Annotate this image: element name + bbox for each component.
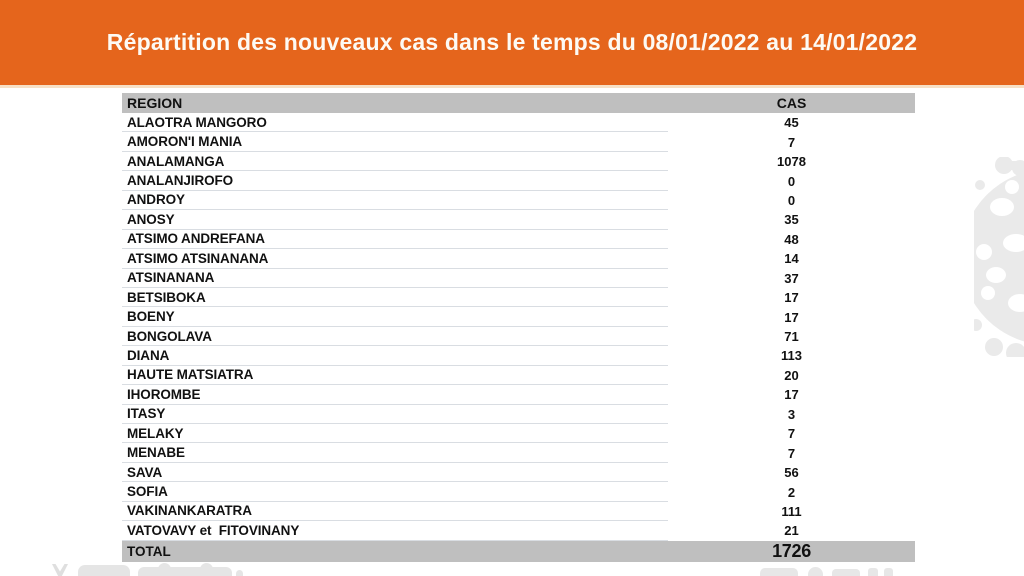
decoration-shape: [832, 569, 860, 576]
decoration-shape: [158, 563, 171, 576]
page-title: Répartition des nouveaux cas dans le tem…: [106, 29, 918, 55]
cas-value: 37: [784, 270, 799, 286]
column-header-cas: CAS: [776, 95, 807, 111]
cas-value: 71: [784, 329, 799, 345]
region-name: SOFIA: [122, 482, 668, 502]
cas-value: 7: [787, 445, 796, 461]
decoration-shape: [200, 563, 213, 576]
cas-value: 35: [784, 212, 799, 228]
decoration-shape: [884, 568, 893, 576]
region-name: ANALANJIROFO: [122, 171, 668, 191]
total-label: TOTAL: [127, 543, 171, 559]
region-name: ANALAMANGA: [122, 152, 668, 172]
region-name: VATOVAVY et FITOVINANY: [122, 521, 668, 541]
total-row: TOTAL 1726: [122, 540, 915, 562]
bottom-right-decoration: [760, 566, 895, 576]
cas-value: 17: [784, 309, 799, 325]
region-name: BOENY: [122, 307, 668, 327]
virus-icon: [974, 157, 1024, 357]
region-name: BETSIBOKA: [122, 288, 668, 308]
cas-value: 7: [787, 134, 796, 150]
decoration-shape: [78, 565, 130, 576]
cases-table: REGION CAS ALAOTRA MANGORO 45 AMORON'I MAN…: [122, 93, 915, 562]
table-row: ITASY 3: [122, 405, 915, 424]
region-name: MENABE: [122, 443, 668, 463]
cas-value: 1078: [777, 154, 806, 170]
table-header-row: REGION CAS: [122, 93, 915, 113]
region-name: BONGOLAVA: [122, 327, 668, 347]
table-row: BONGOLAVA 71: [122, 327, 915, 347]
table-row: ANALAMANGA 1078: [122, 152, 915, 172]
table-row: ATSIMO ANDREFANA 48: [122, 230, 915, 250]
cas-value: 21: [784, 523, 799, 539]
cas-value: 45: [784, 115, 799, 131]
table-row: ATSINANANA 37: [122, 269, 915, 288]
table-row: ATSIMO ATSINANANA 14: [122, 249, 915, 269]
region-name: ATSINANANA: [122, 269, 668, 288]
decoration-shape: [808, 567, 823, 576]
table-row: VAKINANKARATRA 111: [122, 502, 915, 522]
region-name: SAVA: [122, 463, 668, 483]
cas-value: 111: [781, 503, 802, 519]
table-row: ANOSY 35: [122, 210, 915, 230]
cas-value: 48: [784, 231, 799, 247]
table-row: SAVA 56: [122, 463, 915, 483]
table-row: ALAOTRA MANGORO 45: [122, 113, 915, 133]
bottom-left-decoration: [50, 560, 243, 576]
column-header-region: REGION: [127, 95, 183, 111]
region-name: DIANA: [122, 346, 668, 366]
cas-value: 14: [784, 251, 799, 267]
cas-value: 0: [787, 173, 796, 189]
cas-value: 3: [787, 406, 796, 422]
table-row: AMORON'I MANIA 7: [122, 132, 915, 152]
cas-value: 17: [784, 387, 799, 403]
table-row: MENABE 7: [122, 443, 915, 463]
region-name: IHOROMBE: [122, 385, 668, 405]
table-row: BETSIBOKA 17: [122, 288, 915, 308]
cas-value: 2: [787, 484, 796, 500]
decoration-shape: [868, 568, 878, 576]
cas-value: 20: [784, 367, 799, 383]
table-row: IHOROMBE 17: [122, 385, 915, 405]
decoration-shape: [52, 564, 68, 576]
region-name: ATSIMO ATSINANANA: [122, 249, 668, 269]
region-name: HAUTE MATSIATRA: [122, 366, 668, 386]
table-row: BOENY 17: [122, 307, 915, 327]
cas-value: 7: [787, 426, 796, 442]
table-row: MELAKY 7: [122, 424, 915, 444]
table-row: ANALANJIROFO 0: [122, 171, 915, 191]
region-name: ATSIMO ANDREFANA: [122, 230, 668, 250]
decoration-shape: [236, 570, 243, 576]
region-name: ITASY: [122, 405, 668, 424]
table-row: DIANA 113: [122, 346, 915, 366]
region-name: ALAOTRA MANGORO: [122, 113, 668, 133]
cas-value: 113: [781, 348, 802, 364]
region-name: VAKINANKARATRA: [122, 502, 668, 522]
cas-value: 0: [787, 192, 796, 208]
region-name: AMORON'I MANIA: [122, 132, 668, 152]
table-row: HAUTE MATSIATRA 20: [122, 366, 915, 386]
total-value: 1726: [772, 540, 811, 561]
cas-value: 56: [784, 465, 799, 481]
cas-value: 17: [784, 290, 799, 306]
table-row: ANDROY 0: [122, 191, 915, 211]
table-row: VATOVAVY et FITOVINANY 21: [122, 521, 915, 541]
decoration-shape: [138, 567, 232, 576]
table-body: ALAOTRA MANGORO 45 AMORON'I MANIA 7 ANALAMAN…: [122, 113, 915, 541]
region-name: MELAKY: [122, 424, 668, 444]
decoration-shape: [760, 568, 798, 576]
region-name: ANOSY: [122, 210, 668, 230]
title-banner: Répartition des nouveaux cas dans le tem…: [0, 0, 1024, 88]
region-name: ANDROY: [122, 191, 668, 211]
table-row: SOFIA 2: [122, 482, 915, 502]
